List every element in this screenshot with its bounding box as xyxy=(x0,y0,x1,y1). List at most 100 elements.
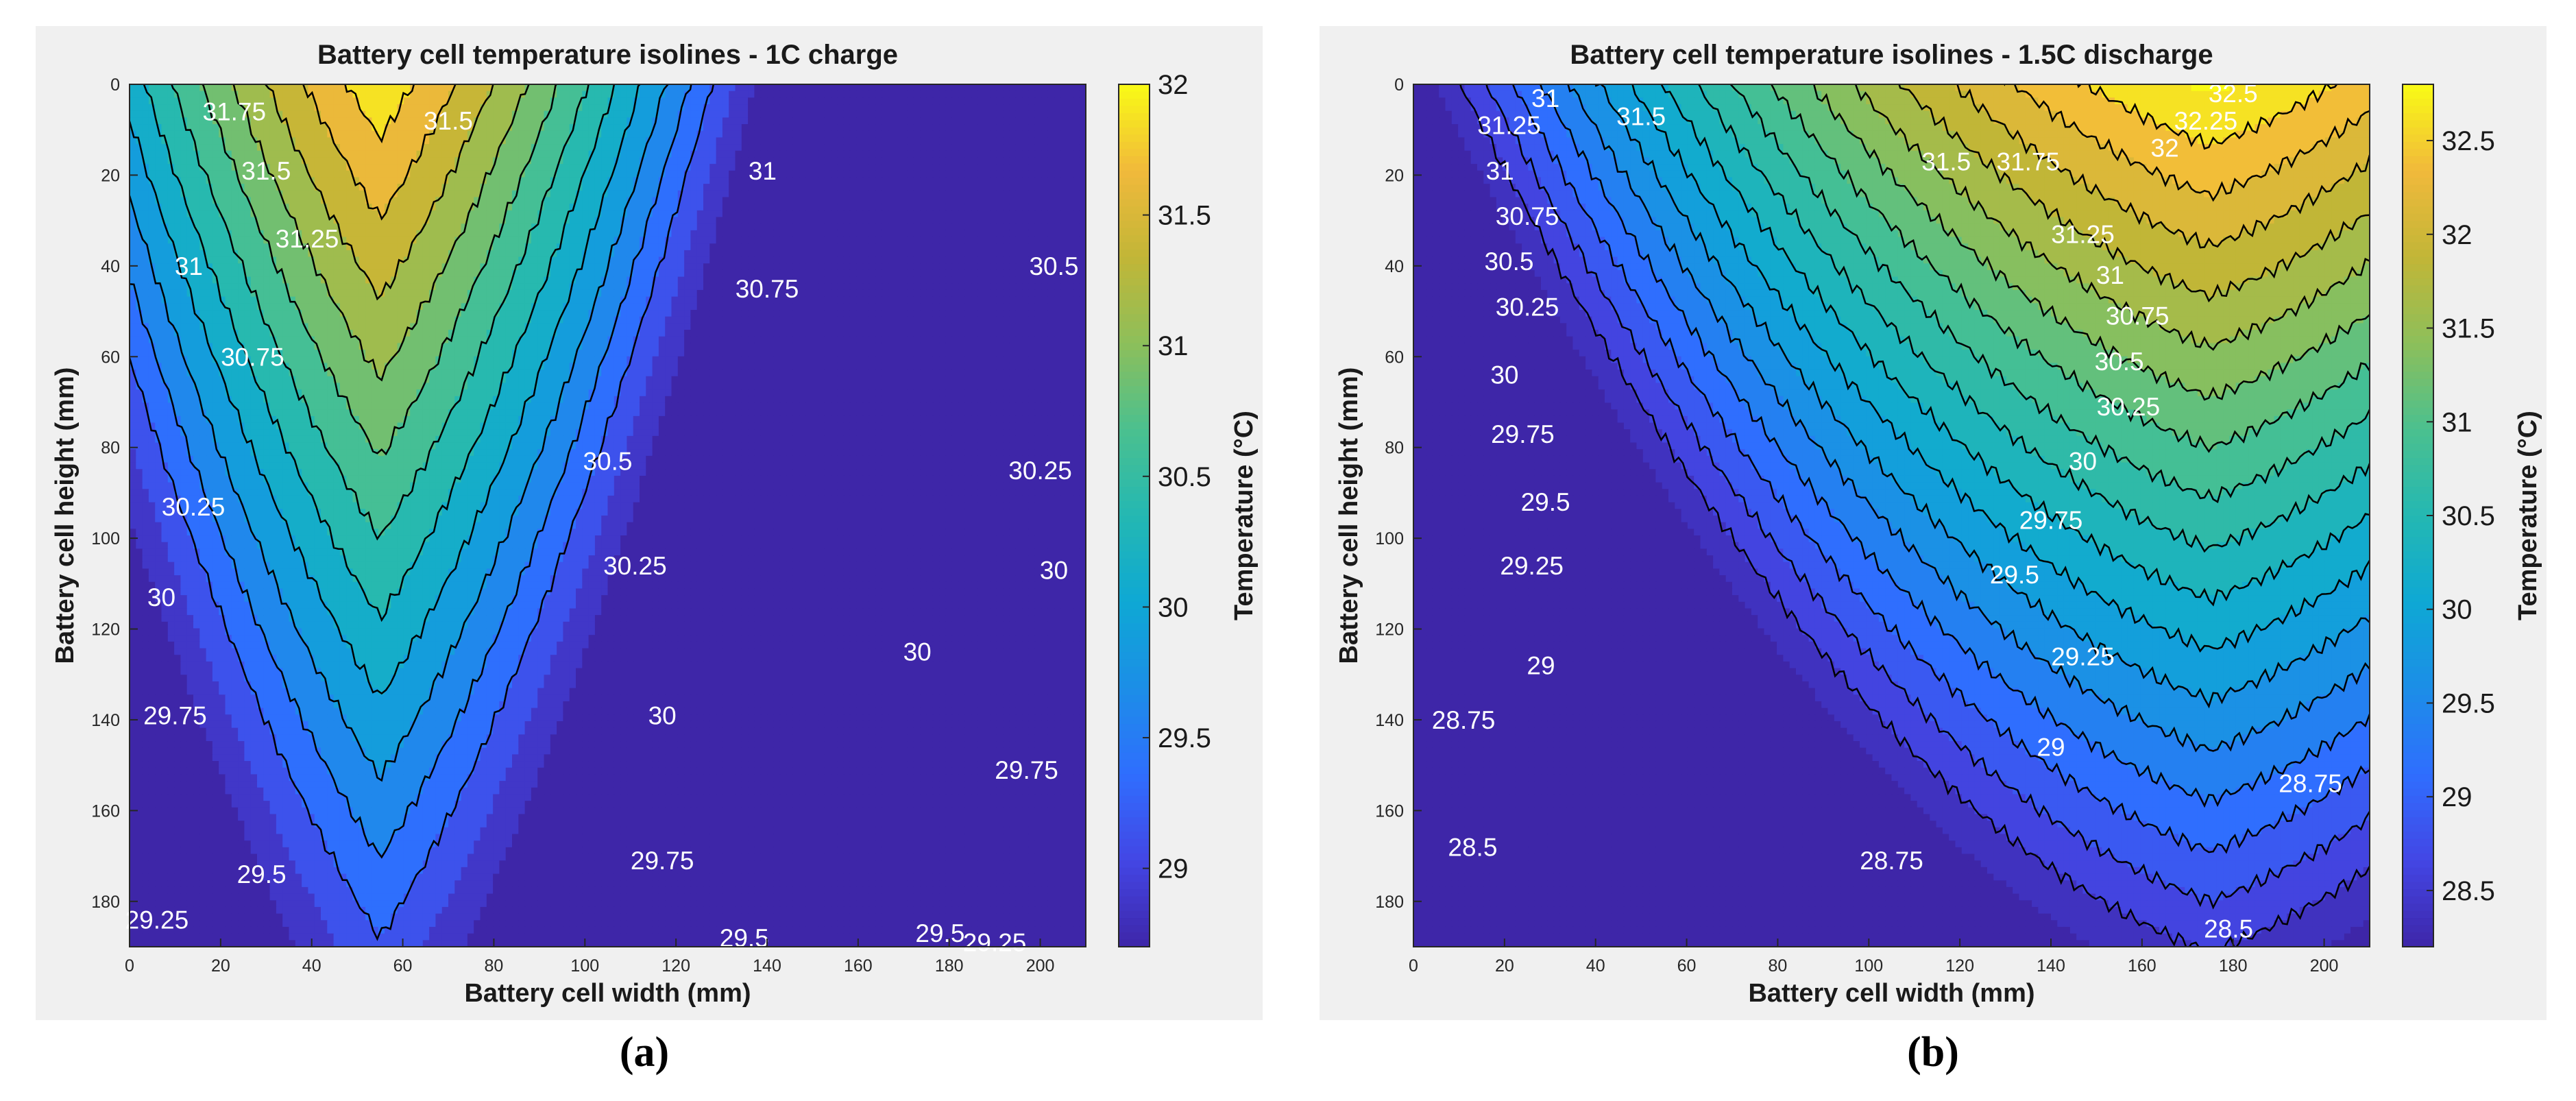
contour-label: 30.75 xyxy=(221,343,284,371)
colorbar-band xyxy=(1119,616,1150,625)
isoline-31-25 xyxy=(1812,84,2370,401)
contour-label: 31.5 xyxy=(241,157,291,185)
colorbar-band xyxy=(1119,566,1150,574)
x-tick-label: 80 xyxy=(1769,956,1788,976)
colorbar-band xyxy=(1119,601,1150,610)
colorbar-band xyxy=(2403,810,2433,819)
colorbar-band xyxy=(1119,163,1150,171)
colorbar-band xyxy=(2403,752,2433,761)
colorbar-band xyxy=(1119,932,1150,941)
colorbar-tick-label: 28.5 xyxy=(2442,876,2495,906)
colorbar-band xyxy=(2403,487,2433,495)
isoline-32-25 xyxy=(2004,84,2370,202)
contour-label: 29.75 xyxy=(995,756,1058,784)
colorbar-band xyxy=(1119,184,1150,193)
colorbar-band xyxy=(1119,400,1150,409)
colorbar-band xyxy=(2403,98,2433,107)
caption-b: (b) xyxy=(1864,1028,2002,1077)
colorbar-tick-label: 31 xyxy=(1158,331,1189,361)
colorbar-band xyxy=(1119,278,1150,287)
colorbar-band xyxy=(2403,817,2433,825)
colorbar-band xyxy=(2403,120,2433,128)
colorbar-frame xyxy=(1118,84,1150,947)
contour-label: 30.75 xyxy=(1496,202,1559,230)
colorbar-band xyxy=(2403,781,2433,790)
x-tick-label: 40 xyxy=(302,956,321,976)
colorbar-band xyxy=(1119,939,1150,947)
y-tick-label: 180 xyxy=(91,893,120,912)
colorbar-band xyxy=(2403,716,2433,725)
plot-frame xyxy=(1413,84,2370,947)
x-tick-label: 20 xyxy=(1495,956,1514,976)
colorbar-band xyxy=(1119,386,1150,394)
colorbar-band xyxy=(1119,544,1150,553)
colorbar-band xyxy=(1119,516,1150,524)
colorbar-band xyxy=(2403,838,2433,847)
colorbar-band xyxy=(1119,803,1150,811)
contour-label: 29.25 xyxy=(125,906,189,934)
contour-label: 31.75 xyxy=(1997,148,2061,176)
colorbar-band xyxy=(1119,580,1150,588)
colorbar-band xyxy=(1119,206,1150,215)
colorbar-tick-label: 30.5 xyxy=(1158,462,1211,492)
colorbar-tick-label: 31.5 xyxy=(1158,201,1211,231)
isoline-30-75 xyxy=(1729,84,2370,504)
colorbar-band xyxy=(1119,860,1150,869)
colorbar-band xyxy=(1119,846,1150,854)
contour-label: 31 xyxy=(749,157,777,185)
plot-frame xyxy=(129,84,1086,947)
colorbar-label: Temperature (°C) xyxy=(2514,411,2542,620)
colorbar-band xyxy=(2403,867,2433,875)
colorbar-band xyxy=(1119,529,1150,538)
isoline-29-5 xyxy=(130,84,692,859)
y-axis: 0 20 40 60 80 100 120 140 160 180 xyxy=(1375,75,1422,912)
isoline-31 xyxy=(1770,84,2370,453)
colorbar-band xyxy=(2403,795,2433,804)
colorbar-band xyxy=(2403,293,2433,301)
y-tick-label: 80 xyxy=(101,439,120,458)
colorbar-band xyxy=(1119,112,1150,121)
colorbar-band xyxy=(2403,112,2433,121)
colorbar-band xyxy=(1119,285,1150,293)
colorbar-band xyxy=(1119,760,1150,768)
contour-label: 31.25 xyxy=(1477,112,1541,140)
colorbar-band xyxy=(1119,134,1150,143)
colorbar-band xyxy=(1119,213,1150,221)
colorbar-band xyxy=(2403,343,2433,351)
colorbar-band xyxy=(1119,774,1150,782)
colorbar-band xyxy=(1119,501,1150,509)
colorbar-band xyxy=(2403,378,2433,387)
colorbar-tick-label: 32.5 xyxy=(2442,126,2495,156)
isoline-30-75 xyxy=(201,84,558,456)
contour-label: 29.25 xyxy=(2051,642,2115,670)
colorbar-band xyxy=(2403,300,2433,308)
colorbar-band xyxy=(2403,250,2433,258)
colorbar-band xyxy=(1119,479,1150,487)
colorbar-band xyxy=(2403,824,2433,833)
colorbar-band xyxy=(2403,889,2433,897)
contour-label: 31.25 xyxy=(2051,221,2115,249)
contour-label: 30.25 xyxy=(1008,457,1072,485)
contour-label: 31 xyxy=(2096,261,2124,289)
colorbar-band xyxy=(2403,601,2433,610)
y-tick-label: 180 xyxy=(1375,893,1404,912)
colorbar-band xyxy=(2403,415,2433,423)
colorbar-label: Temperature (°C) xyxy=(1230,411,1259,620)
colorbar-band xyxy=(2403,472,2433,481)
isoline-30-25 xyxy=(143,84,616,622)
contour-label: 29.5 xyxy=(720,924,769,952)
colorbar-band xyxy=(2403,932,2433,941)
contour-label: 29 xyxy=(1527,652,1555,680)
contour-labels: 31.75 31.5 31.5 31 31.25 31 30.75 30.5 30.75 30.5… xyxy=(125,98,1079,957)
colorbar-band xyxy=(2403,846,2433,854)
x-axis: 0 20 40 60 80 100 120 140 160 180 200 xyxy=(1409,939,2338,976)
colorbar-band xyxy=(1119,659,1150,667)
colorbar-band xyxy=(1119,343,1150,351)
colorbar-band xyxy=(1119,788,1150,797)
colorbar-band xyxy=(2403,436,2433,444)
contour-label: 30.5 xyxy=(1029,252,1078,280)
colorbar-band xyxy=(1119,407,1150,416)
colorbar-band xyxy=(2403,156,2433,165)
x-tick-label: 160 xyxy=(2128,956,2156,976)
contour-label: 28.75 xyxy=(1432,706,1496,734)
